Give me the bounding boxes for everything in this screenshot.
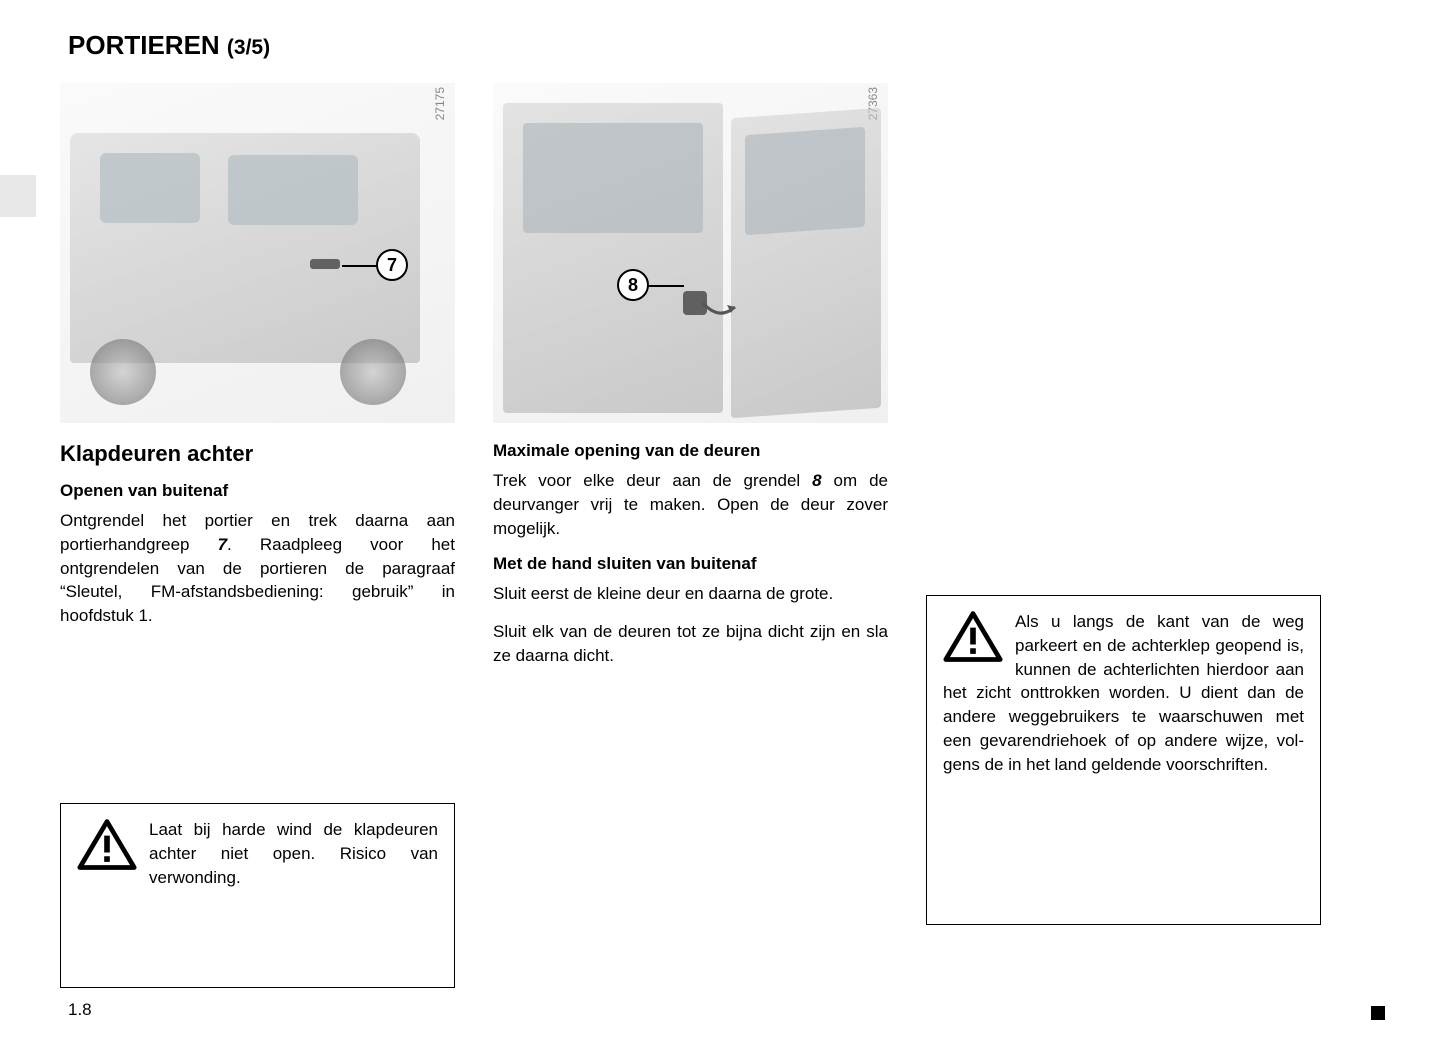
column-container: 27175 7 Klapdeuren achter Openen van bui… bbox=[60, 83, 1385, 682]
col2-sub1-text-a: Trek voor elke deur aan de grendel bbox=[493, 471, 812, 490]
column-3: Als u langs de kant van de weg parkeert … bbox=[926, 83, 1321, 682]
figure-2: 27363 8 bbox=[493, 83, 888, 423]
manual-page: PORTIEREN (3/5) 27175 7 Klapdeuren achte… bbox=[0, 0, 1445, 1048]
col2-sub1-ref: 8 bbox=[812, 471, 821, 490]
door-left-window bbox=[523, 123, 703, 233]
warning-icon bbox=[77, 818, 137, 877]
column-1: 27175 7 Klapdeuren achter Openen van bui… bbox=[60, 83, 455, 682]
page-title: PORTIEREN (3/5) bbox=[68, 30, 1385, 61]
door-handle-7 bbox=[310, 259, 340, 269]
col2-sub1-para: Trek voor elke deur aan de grendel 8 om … bbox=[493, 469, 888, 540]
col1-heading: Klapdeuren achter bbox=[60, 441, 455, 467]
callout-7-circle: 7 bbox=[376, 249, 408, 281]
callout-8-circle: 8 bbox=[617, 269, 649, 301]
title-main: PORTIEREN bbox=[68, 30, 220, 60]
door-right-window bbox=[745, 127, 865, 235]
col1-sub1-title: Openen van buitenaf bbox=[60, 481, 455, 501]
wheel-right bbox=[340, 339, 406, 405]
warning-icon bbox=[943, 610, 1003, 669]
col1-sub1-para: Ontgrendel het portier en trek daarna aa… bbox=[60, 509, 455, 628]
col1-sub1-ref: 7 bbox=[218, 535, 227, 554]
col2-sub2-para2: Sluit elk van de deuren tot ze bijna dic… bbox=[493, 620, 888, 668]
callout-7-label: 7 bbox=[387, 255, 397, 276]
col2-sub2-para1: Sluit eerst de kleine deur en daarna de … bbox=[493, 582, 888, 606]
latch-arrow-icon bbox=[701, 297, 737, 321]
col2-sub2-title: Met de hand sluiten van buitenaf bbox=[493, 554, 888, 574]
page-number: 1.8 bbox=[68, 1000, 92, 1020]
col2-sub1-title: Maximale opening van de deuren bbox=[493, 441, 888, 461]
van-window-left bbox=[100, 153, 200, 223]
van-window-rear bbox=[228, 155, 358, 225]
callout-8-label: 8 bbox=[628, 275, 638, 296]
callout-7-line bbox=[342, 265, 378, 267]
corner-marker bbox=[1371, 1006, 1385, 1020]
column-2: 27363 8 Maximale opening van de deuren T bbox=[493, 83, 888, 682]
col1-warning-box: Laat bij harde wind de klap­deuren achte… bbox=[60, 803, 455, 988]
figure-1-id: 27175 bbox=[433, 87, 447, 120]
figure-1: 27175 7 bbox=[60, 83, 455, 423]
callout-8-line bbox=[648, 285, 684, 287]
col3-warning-box: Als u langs de kant van de weg parkeert … bbox=[926, 595, 1321, 925]
title-suffix: (3/5) bbox=[227, 36, 270, 59]
wheel-left bbox=[90, 339, 156, 405]
